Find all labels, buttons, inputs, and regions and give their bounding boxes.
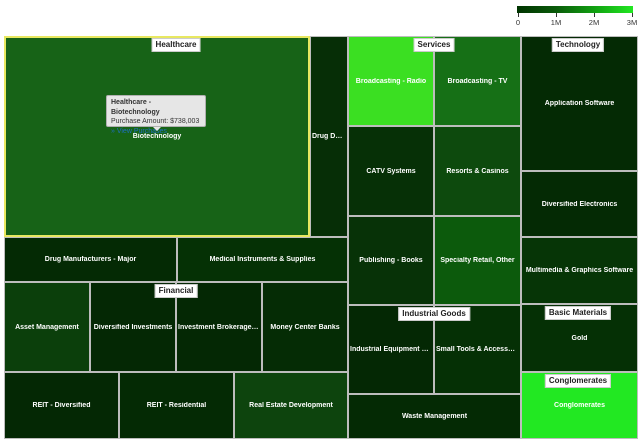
legend-tick [594,13,595,17]
treemap-tile-application-software[interactable]: Application Software [521,36,638,171]
tile-label: Multimedia & Graphics Software [525,267,634,274]
treemap-tile-diversified-electronics[interactable]: Diversified Electronics [521,171,638,237]
tile-label: Asset Management [15,323,79,331]
tooltip: Healthcare - Biotechnology Purchase Amou… [106,95,206,135]
legend-tick [518,13,519,17]
treemap-tile-reit-residential[interactable]: REIT - Residential [119,372,234,439]
treemap-tile-waste-management[interactable]: Waste Management [348,394,521,439]
tile-label: Diversified Electronics [541,200,618,208]
treemap-tile-drug-manufacturers-major[interactable]: Drug Manufacturers - Major [4,237,177,282]
treemap-tile-reit-diversified[interactable]: REIT - Diversified [4,372,119,439]
treemap-tile-biotechnology[interactable]: Biotechnology [4,36,310,237]
tile-label: Small Tools & Accessories [436,346,520,353]
tile-label: Investment Brokerage - ... [178,323,261,331]
color-legend: 0 1M 2M 3M [515,6,638,32]
tile-label: Industrial Equipment & C... [350,346,433,353]
sector-label-conglomerates: Conglomerates [544,374,612,388]
treemap-tile-drug-deli[interactable]: Drug Deli... [310,36,348,237]
tile-label: Medical Instruments & Supplies [209,256,316,263]
legend-tick [632,13,633,17]
tile-label: Drug Manufacturers - Major [44,256,137,263]
treemap-tile-medical-instruments-supplies[interactable]: Medical Instruments & Supplies [177,237,348,282]
sector-label-financial: Financial [154,284,198,298]
legend-tick-label: 3M [626,18,638,27]
treemap-tile-specialty-retail-other[interactable]: Specialty Retail, Other [434,216,521,305]
tile-label: Waste Management [401,413,468,420]
legend-tick [556,13,557,17]
tile-label: Real Estate Development [249,402,333,409]
tile-label: Diversified Investments [93,323,173,331]
treemap-tile-publishing-books[interactable]: Publishing - Books [348,216,434,305]
tile-label: Broadcasting - TV [447,77,508,85]
legend-gradient-bar [517,6,633,13]
tile-label: Broadcasting - Radio [355,77,427,85]
legend-tick-label: 0 [515,18,521,27]
tile-label: Conglomerates [554,402,605,409]
tile-label: Specialty Retail, Other [440,257,515,264]
sector-label-services: Services [413,38,455,52]
tile-label: CATV Systems [366,167,416,175]
tooltip-amount: Purchase Amount: $738,003 [111,118,200,125]
treemap-tile-asset-management[interactable]: Asset Management [4,282,90,372]
view-purchases-link[interactable]: » View Purchases [111,127,167,135]
treemap-tile-catv-systems[interactable]: CATV Systems [348,126,434,216]
sector-label-industrial-goods: Industrial Goods [398,307,470,321]
tile-label: Resorts & Casinos [446,167,509,175]
legend-tick-label: 2M [588,18,600,27]
treemap-tile-real-estate-development[interactable]: Real Estate Development [234,372,348,439]
tile-label: Money Center Banks [270,323,340,331]
tile-label: Publishing - Books [359,257,423,264]
tile-label: REIT - Residential [146,402,207,409]
tile-label: REIT - Diversified [32,402,91,409]
sector-label-healthcare: Healthcare [151,38,201,52]
tooltip-arrow [153,127,161,131]
sector-label-technology: Technology [551,38,605,52]
sector-label-basic-materials: Basic Materials [544,306,612,320]
treemap-tile-multimedia-graphics-software[interactable]: Multimedia & Graphics Software [521,237,638,304]
treemap-tile-resorts-casinos[interactable]: Resorts & Casinos [434,126,521,216]
tile-label: Drug Deli... [312,133,347,140]
tooltip-title: Healthcare - Biotechnology [111,99,160,116]
tile-label: Application Software [544,100,615,107]
treemap-tile-money-center-banks[interactable]: Money Center Banks [262,282,348,372]
tile-label: Gold [571,334,588,342]
legend-tick-label: 1M [550,18,562,27]
